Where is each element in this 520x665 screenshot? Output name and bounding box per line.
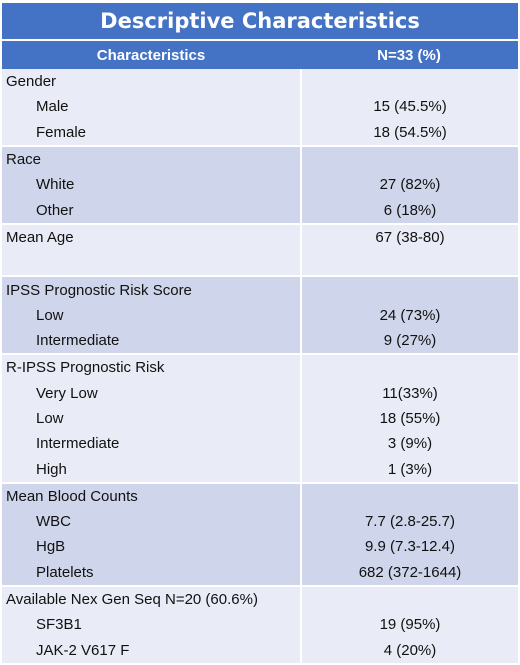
table-row: Low 18 (55%) [2,405,518,432]
subcategory-label: Intermediate [36,435,120,453]
count-value: 15 (45.5%) [300,94,518,120]
table-row: Male 15 (45.5%) [2,94,518,120]
subcategory-label: Other [36,201,74,219]
table-row: Very Low 11(33%) [2,380,518,406]
subcategory-label: Low [36,306,64,324]
table-row: Intermediate 9 (27%) [2,327,518,354]
subcategory-label: SF3B1 [36,616,82,634]
row-group: Mean Age 67 (38-80) [2,224,518,278]
count-value: 9.9 (7.3-12.4) [300,534,518,560]
count-value [300,146,518,173]
table-row: Female 18 (54.5%) [2,119,518,145]
count-value: 19 (95%) [300,612,518,638]
table-row: Mean Blood Counts [2,483,518,510]
row-group: Gender Male 15 (45.5%) Female 18 (54.5%) [2,69,518,147]
row-group: Available Nex Gen Seq N=20 (60.6%) SF3B1 1… [2,586,518,665]
count-value: 6 (18%) [300,197,518,223]
subcategory-label: Platelets [36,563,94,581]
count-value: 7.7 (2.8-25.7) [300,509,518,535]
count-value: 11(33%) [300,380,518,406]
count-value [300,277,518,303]
subcategory-label: WBC [36,513,71,531]
subcategory-label: High [36,460,67,478]
table-row: Low 24 (73%) [2,302,518,328]
table-row: Available Nex Gen Seq N=20 (60.6%) [2,586,518,613]
row-group: Race White 27 (82%) Other 6 (18%) [2,146,518,225]
count-value [300,250,518,276]
subcategory-label: White [36,176,75,194]
header-n-percent: N=33 (%) [377,46,441,64]
table-row: Mean Age 67 (38-80) [2,224,518,251]
count-value [300,586,518,613]
category-label: Gender [6,73,57,91]
row-group: R-IPSS Prognostic Risk Very Low 11(33%) Low… [2,355,518,484]
subcategory-label: Male [36,98,69,116]
table-row: HgB 9.9 (7.3-12.4) [2,534,518,560]
count-value: 18 (55%) [300,405,518,432]
table-row: Other 6 (18%) [2,197,518,223]
table-title: Descriptive Characteristics [2,3,518,41]
table-row: R-IPSS Prognostic Risk [2,355,518,381]
table-row: SF3B1 19 (95%) [2,612,518,638]
count-value: 682 (372-1644) [300,559,518,585]
count-value [300,355,518,381]
descriptive-table: Descriptive Characteristics Characterist… [2,3,518,665]
category-label: R-IPSS Prognostic Risk [6,359,165,377]
count-value: 3 (9%) [300,431,518,457]
category-label: IPSS Prognostic Risk Score [6,281,192,299]
category-label: Mean Age [6,228,74,246]
count-value [300,483,518,510]
table-row: White 27 (82%) [2,172,518,198]
subcategory-label: Low [36,410,64,427]
subcategory-label: Very Low [36,384,98,402]
count-value: 27 (82%) [300,172,518,198]
count-value: 1 (3%) [300,456,518,482]
table-row [2,250,518,276]
category-label: Mean Blood Counts [6,487,138,505]
count-value: 4 (20%) [300,637,518,663]
count-value: 9 (27%) [300,327,518,354]
count-value: 24 (73%) [300,302,518,328]
category-label: Available Nex Gen Seq N=20 (60.6%) [6,591,258,609]
table-row: IPSS Prognostic Risk Score [2,277,518,303]
subcategory-label: Intermediate [36,332,120,350]
count-value: 67 (38-80) [300,224,518,251]
table-row: JAK-2 V617 F 4 (20%) [2,637,518,663]
subcategory-label: Female [36,123,87,141]
table-row: High 1 (3%) [2,456,518,482]
header-characteristics: Characteristics [96,46,206,64]
table-header: Characteristics N=33 (%) [2,41,518,69]
table-body: Gender Male 15 (45.5%) Female 18 (54.5%) Race… [2,69,518,665]
count-value [300,69,518,95]
table-row: Gender [2,69,518,95]
table-row: Race [2,146,518,173]
count-value: 18 (54.5%) [300,119,518,145]
table-row: Intermediate 3 (9%) [2,431,518,457]
row-group: IPSS Prognostic Risk Score Low 24 (73%) Int… [2,277,518,356]
table-row: Platelets 682 (372-1644) [2,559,518,585]
table-row: WBC 7.7 (2.8-25.7) [2,509,518,535]
subcategory-label: HgB [36,538,66,556]
row-group: Mean Blood Counts WBC 7.7 (2.8-25.7) HgB 9.9… [2,483,518,587]
subcategory-label: JAK-2 V617 F [36,641,130,659]
category-label: Race [6,151,42,169]
